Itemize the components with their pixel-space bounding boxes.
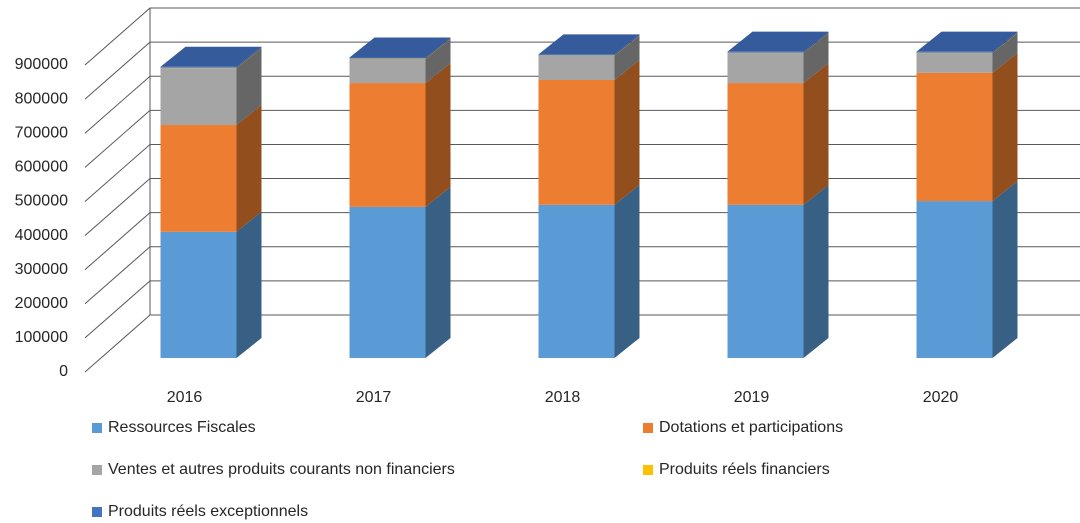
legend-label: Produits réels financiers (659, 461, 830, 478)
y-tick-label: 0 (59, 363, 68, 380)
bar-side (992, 32, 1018, 54)
y-tick-label: 400000 (15, 227, 68, 244)
bar-side (425, 38, 451, 59)
bar-side (803, 63, 829, 205)
bar (727, 83, 804, 205)
y-tick-label: 900000 (15, 56, 68, 73)
bar-side (236, 211, 262, 358)
bar (916, 53, 993, 73)
bar (349, 58, 426, 84)
bar-top (916, 31, 1018, 52)
bar-side (425, 37, 451, 59)
bar-side (992, 52, 1018, 202)
bar-side (614, 34, 640, 56)
bar (538, 204, 615, 358)
bar (160, 68, 237, 126)
bar (160, 231, 237, 358)
bar-top (349, 37, 451, 58)
legend-swatch (643, 423, 653, 433)
legend-label: Ventes et autres produits courants non f… (108, 461, 455, 478)
bar-side (236, 48, 262, 126)
y-tick-label: 600000 (15, 159, 68, 176)
bar (727, 51, 804, 53)
bar-side (236, 105, 262, 232)
bar-side (803, 33, 829, 84)
bar (349, 57, 426, 59)
bar-side (803, 31, 829, 53)
y-tick-label: 100000 (15, 329, 68, 346)
bar (727, 53, 804, 84)
bar (916, 201, 993, 358)
bar-side (425, 186, 451, 358)
bar-side (614, 59, 640, 205)
bar (538, 55, 615, 80)
bar-side (992, 31, 1018, 53)
bar (538, 79, 615, 205)
bar-side (236, 46, 262, 68)
x-tick-label: 2019 (734, 389, 770, 406)
bar-top (538, 34, 640, 55)
x-tick-label: 2018 (545, 389, 581, 406)
bar-side (614, 35, 640, 56)
bar-top (727, 31, 829, 52)
bar-side (614, 184, 640, 358)
bar-top (160, 46, 262, 67)
bar (916, 72, 993, 202)
bar (349, 206, 426, 358)
bar (538, 54, 615, 56)
bar (160, 125, 237, 232)
bar-side (614, 35, 640, 80)
legend-swatch (92, 507, 102, 517)
bar-side (236, 47, 262, 69)
bar (727, 204, 804, 358)
bar-side (992, 33, 1018, 73)
legend-swatch (92, 423, 102, 433)
bar (160, 66, 237, 68)
bar-side (803, 32, 829, 54)
legend-label: Produits réels exceptionnels (108, 503, 308, 520)
x-tick-label: 2017 (356, 389, 392, 406)
bar (916, 51, 993, 53)
legend-swatch (643, 465, 653, 475)
bar-side (803, 184, 829, 358)
y-tick-label: 500000 (15, 193, 68, 210)
y-tick-label: 200000 (15, 295, 68, 312)
y-tick-label: 700000 (15, 124, 68, 141)
y-tick-label: 300000 (15, 261, 68, 278)
legend-label: Ressources Fiscales (108, 419, 256, 436)
legend-label: Dotations et participations (659, 419, 843, 436)
x-tick-label: 2016 (167, 389, 203, 406)
legend-swatch (92, 465, 102, 475)
y-tick-label: 800000 (15, 90, 68, 107)
x-tick-label: 2020 (923, 389, 959, 406)
bar-side (425, 63, 451, 207)
bar-side (992, 181, 1018, 358)
bar (349, 83, 426, 207)
bar-side (425, 38, 451, 84)
